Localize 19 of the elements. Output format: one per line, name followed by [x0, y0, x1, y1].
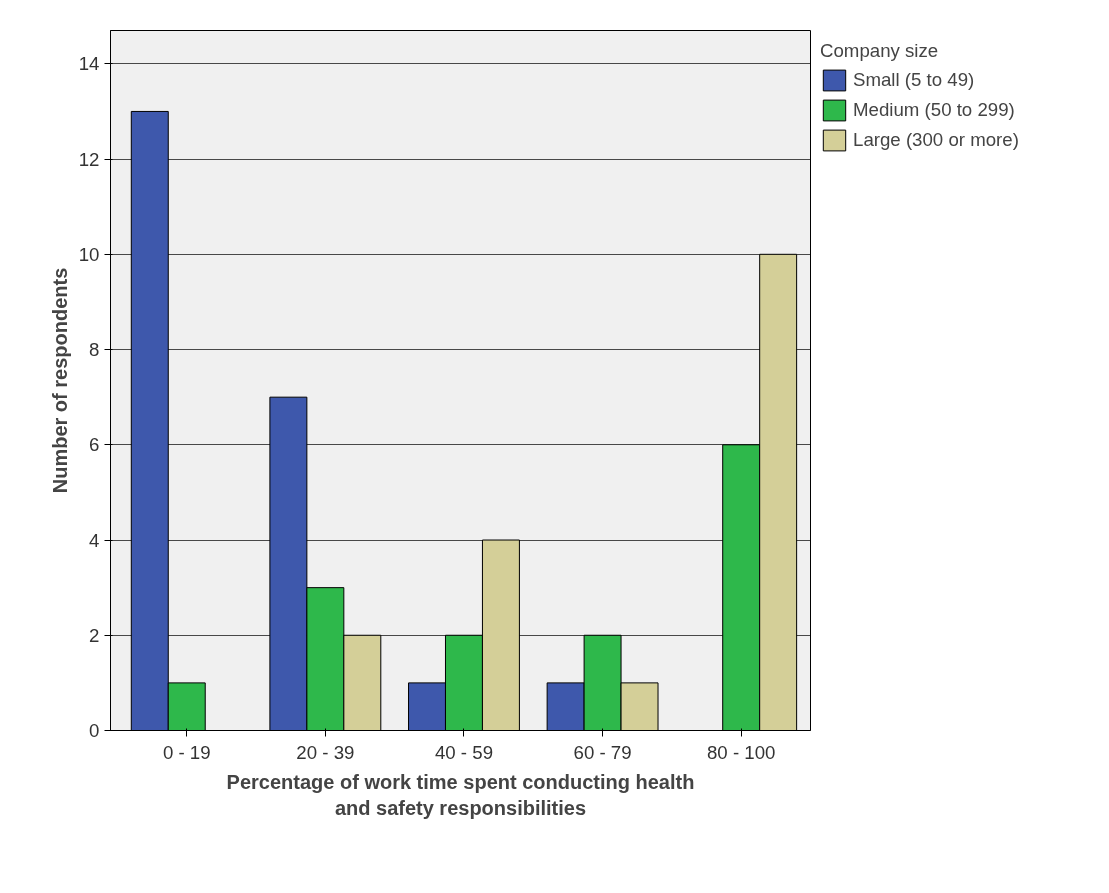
y-tick-label: 4 [89, 529, 100, 551]
y-tick-label: 10 [78, 243, 100, 265]
y-tick-label: 6 [89, 434, 100, 456]
x-tick-label: 60 - 79 [573, 741, 632, 763]
y-tick-label: 14 [78, 53, 100, 75]
x-tick-label: 80 - 100 [706, 741, 776, 763]
legend-label: Large (300 or more) [853, 129, 1019, 151]
y-tick-label: 2 [89, 624, 100, 646]
x-axis-title: Percentage of work time spent conducting health and safety responsibilities [226, 770, 695, 819]
y-axis-title: Number of respondents [48, 267, 71, 494]
y-tick-label: 8 [89, 339, 100, 361]
x-tick-label: 0 - 19 [162, 741, 211, 763]
y-tick-label: 0 [89, 720, 100, 741]
y-tick-label: 12 [78, 148, 100, 170]
x-tick-label: 40 - 59 [434, 741, 494, 763]
legend-label: Medium (50 to 299) [853, 99, 1015, 121]
legend-label: Small (5 to 49) [853, 69, 975, 91]
legend-title: Company size [820, 40, 940, 62]
x-tick-label: 20 - 39 [296, 741, 355, 763]
